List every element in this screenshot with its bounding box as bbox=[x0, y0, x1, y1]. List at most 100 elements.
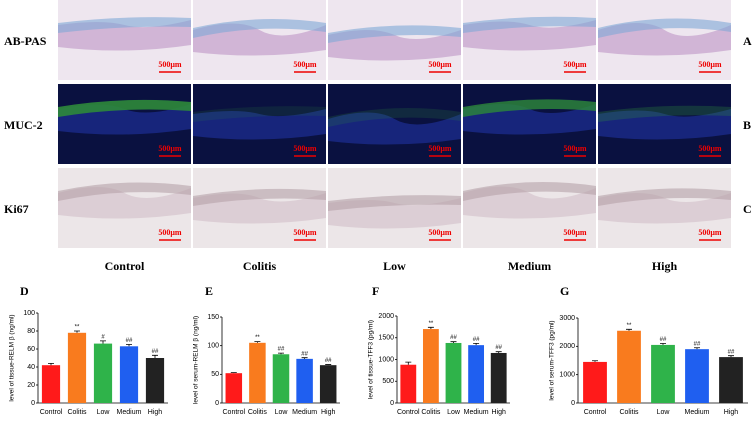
error-bar bbox=[230, 372, 237, 374]
x-tick-label: High bbox=[491, 409, 506, 416]
significance-mark: ## bbox=[694, 341, 701, 347]
x-tick-label: Control bbox=[40, 409, 63, 416]
tissue-band bbox=[328, 108, 461, 127]
error-bar bbox=[48, 363, 54, 366]
scale-bar-label: 500μm bbox=[428, 228, 452, 237]
column-label: Control bbox=[105, 259, 145, 273]
error-bar bbox=[626, 328, 632, 331]
scale-bar-label: 500μm bbox=[563, 228, 587, 237]
bar bbox=[119, 346, 139, 403]
significance-mark: ## bbox=[301, 351, 308, 357]
y-axis-label: level of serum-TFF3 (pg/ml) bbox=[549, 320, 556, 400]
x-tick-label: High bbox=[148, 409, 163, 416]
significance-mark: ** bbox=[75, 325, 80, 331]
x-tick-label: Colitis bbox=[421, 409, 441, 416]
tissue-layer bbox=[328, 112, 461, 145]
x-tick-label: Medium bbox=[685, 409, 710, 416]
column-label: Medium bbox=[508, 259, 551, 273]
significance-mark: ## bbox=[450, 335, 457, 341]
error-bar bbox=[427, 326, 434, 330]
x-tick-label: Control bbox=[584, 409, 607, 416]
panel-letter: G bbox=[560, 284, 569, 298]
row-label: Ki67 bbox=[4, 202, 29, 216]
significance-mark: ** bbox=[429, 321, 434, 327]
x-tick-label: Low bbox=[97, 409, 111, 416]
error-bar bbox=[254, 341, 261, 343]
bar bbox=[685, 349, 709, 403]
significance-mark: ** bbox=[627, 323, 632, 329]
column-label: High bbox=[652, 259, 678, 273]
error-bar bbox=[495, 351, 502, 353]
tissue-layer bbox=[598, 109, 731, 140]
y-tick-label: 0 bbox=[571, 400, 575, 407]
bar bbox=[422, 329, 439, 403]
tissue-band bbox=[463, 16, 596, 33]
significance-mark: ## bbox=[325, 358, 332, 364]
y-tick-label: 60 bbox=[27, 346, 35, 353]
y-tick-label: 2000 bbox=[378, 313, 394, 320]
tissue-band bbox=[58, 99, 191, 117]
y-axis-label: level of tissue-TFF3 (pg/ml) bbox=[368, 320, 375, 399]
scale-bar-label: 500μm bbox=[698, 228, 722, 237]
significance-mark: ## bbox=[473, 337, 480, 343]
y-tick-label: 100 bbox=[23, 310, 35, 317]
x-tick-label: High bbox=[321, 409, 336, 416]
tissue-band bbox=[328, 195, 461, 211]
error-bar bbox=[100, 340, 106, 344]
y-tick-label: 0 bbox=[390, 400, 394, 407]
x-tick-label: Medium bbox=[292, 409, 317, 416]
tissue-band bbox=[598, 105, 731, 122]
error-bar bbox=[728, 355, 734, 358]
bar bbox=[651, 344, 675, 403]
y-tick-label: 150 bbox=[207, 314, 219, 321]
scale-bar-label: 500μm bbox=[293, 228, 317, 237]
significance-mark: ## bbox=[126, 338, 133, 344]
error-bar bbox=[473, 343, 480, 346]
scale-bar-label: 500μm bbox=[293, 60, 317, 69]
bar bbox=[583, 361, 607, 403]
tissue-band bbox=[463, 182, 596, 201]
bar bbox=[468, 345, 485, 403]
y-tick-label: 2000 bbox=[559, 343, 575, 350]
bar bbox=[249, 342, 266, 403]
bar bbox=[445, 342, 462, 403]
scale-bar-label: 500μm bbox=[428, 60, 452, 69]
bar bbox=[225, 373, 243, 403]
error-bar bbox=[405, 361, 412, 365]
significance-mark: ## bbox=[152, 349, 159, 355]
scale-bar-label: 500μm bbox=[158, 228, 182, 237]
error-bar bbox=[126, 344, 132, 347]
significance-mark: ** bbox=[255, 335, 260, 341]
error-bar bbox=[592, 360, 598, 362]
y-axis-label: level of serum-RELM β (ng/ml) bbox=[193, 316, 200, 404]
y-tick-label: 1500 bbox=[378, 335, 394, 342]
column-label: Low bbox=[383, 259, 406, 273]
x-tick-label: Control bbox=[397, 409, 420, 416]
bar bbox=[296, 358, 313, 403]
significance-mark: ## bbox=[278, 347, 285, 353]
scale-bar-label: 500μm bbox=[158, 60, 182, 69]
panel-letter: B bbox=[743, 118, 751, 132]
panel-letter: C bbox=[743, 202, 752, 216]
significance-mark: ## bbox=[660, 337, 667, 343]
x-tick-label: Colitis bbox=[619, 409, 639, 416]
scale-bar-label: 500μm bbox=[563, 60, 587, 69]
x-tick-label: Low bbox=[447, 409, 461, 416]
tissue-band bbox=[193, 19, 326, 38]
y-tick-label: 1000 bbox=[378, 356, 394, 363]
scale-bar-label: 500μm bbox=[428, 144, 452, 153]
x-tick-label: Medium bbox=[117, 409, 142, 416]
scale-bar-label: 500μm bbox=[293, 144, 317, 153]
tissue-band bbox=[328, 25, 461, 43]
y-tick-label: 0 bbox=[31, 400, 35, 407]
y-tick-label: 20 bbox=[27, 382, 35, 389]
y-tick-label: 3000 bbox=[559, 315, 575, 322]
tissue-band bbox=[598, 18, 731, 38]
error-bar bbox=[694, 347, 700, 350]
error-bar bbox=[74, 330, 80, 333]
x-tick-label: High bbox=[724, 409, 739, 416]
error-bar bbox=[278, 352, 284, 355]
row-label: MUC-2 bbox=[4, 118, 43, 132]
tissue-band bbox=[193, 106, 326, 122]
